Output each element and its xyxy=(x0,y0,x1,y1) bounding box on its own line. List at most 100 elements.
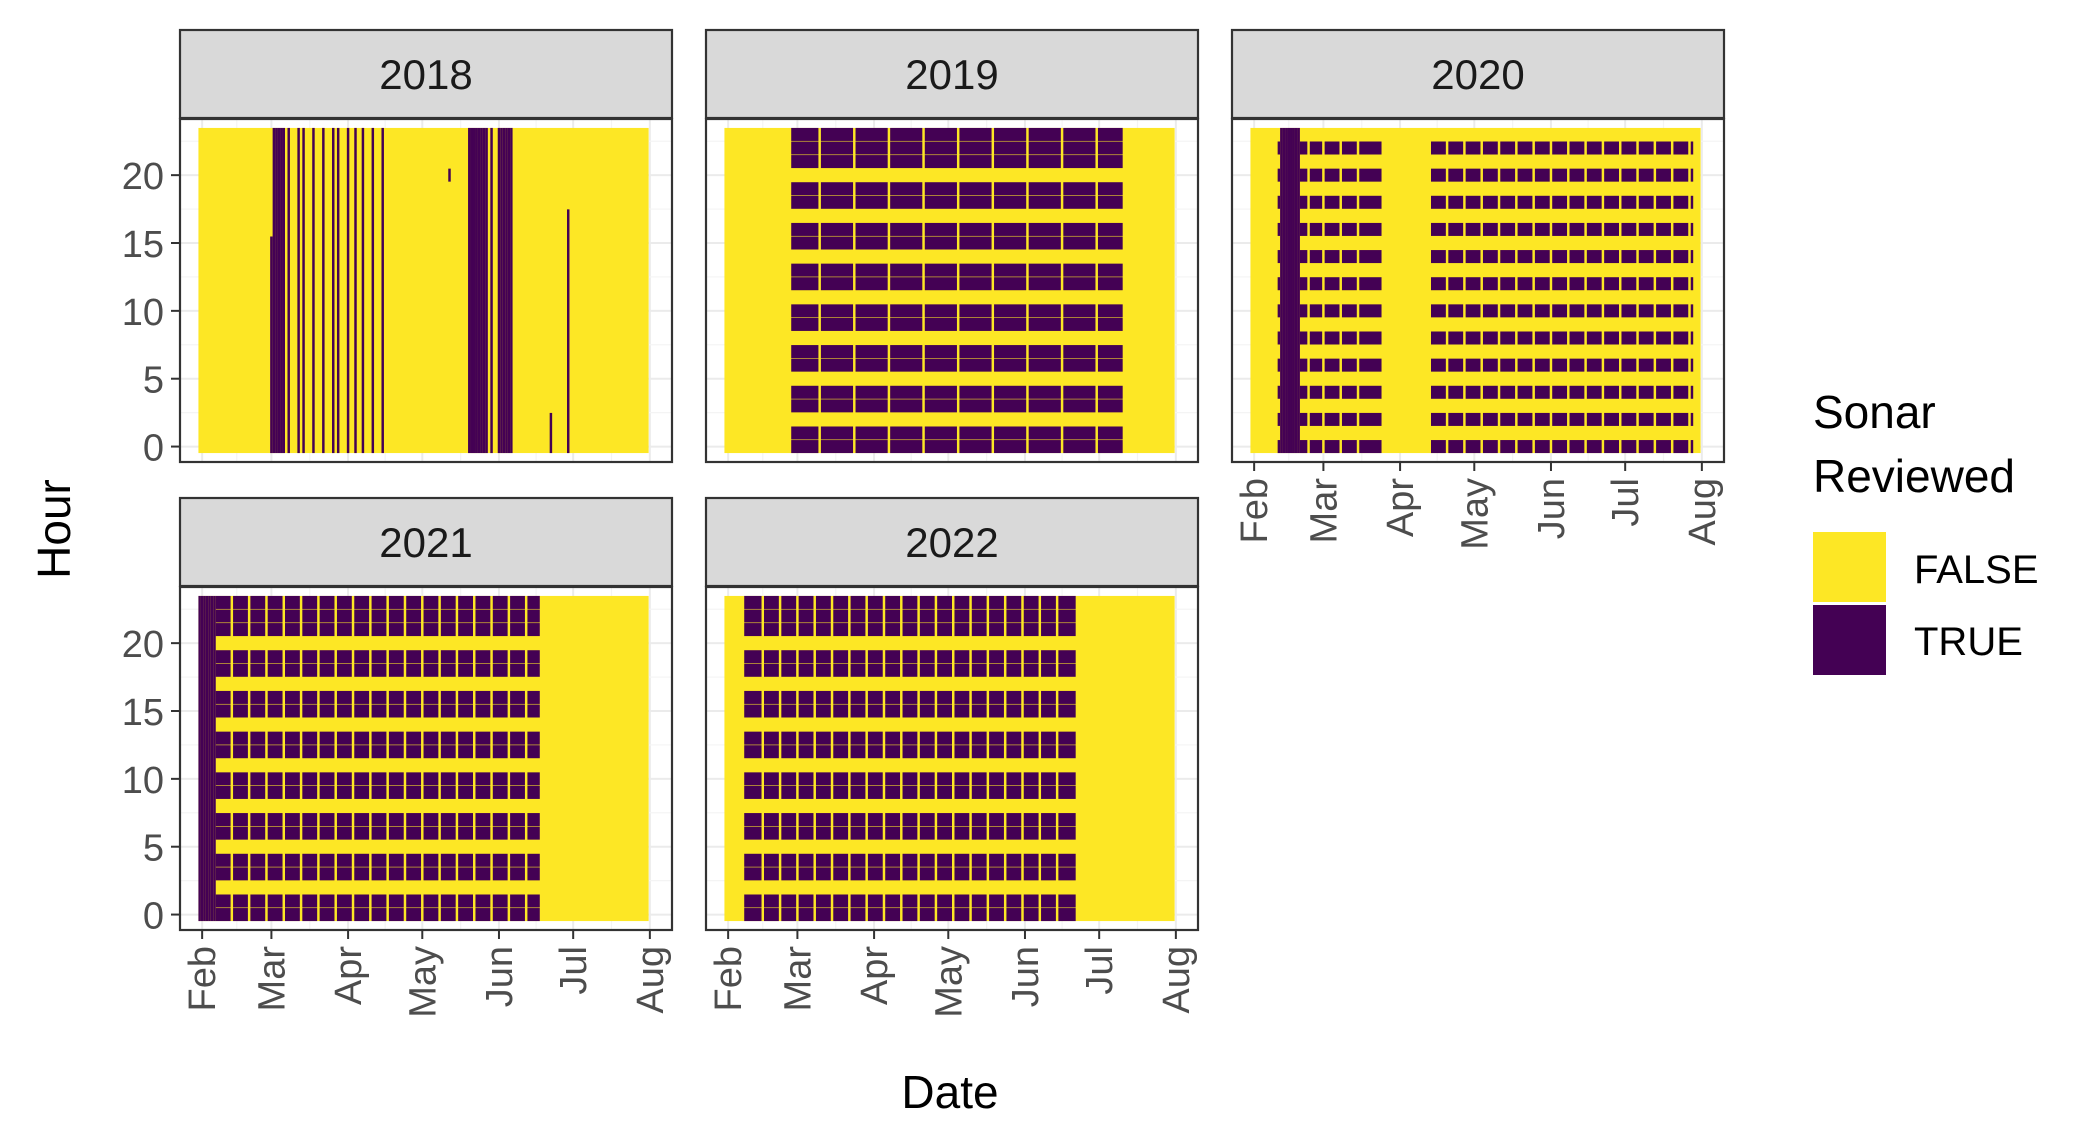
tile-true xyxy=(994,155,1027,169)
tile-true xyxy=(1500,168,1516,182)
tile-true xyxy=(1063,236,1096,250)
tile-true xyxy=(213,595,216,922)
facet-strip-label: 2020 xyxy=(1431,51,1524,98)
tile-true xyxy=(1690,385,1694,399)
tile-true xyxy=(1431,385,1446,399)
tile-true xyxy=(798,704,814,718)
tile-true xyxy=(815,867,831,881)
tile-true xyxy=(989,663,1004,677)
tile-true xyxy=(388,867,404,881)
tile-true xyxy=(867,623,883,637)
tile-true xyxy=(233,853,248,867)
tile-true xyxy=(885,826,901,840)
tile-true xyxy=(954,609,970,623)
tile-true xyxy=(989,894,1004,908)
tile-true xyxy=(1500,141,1516,155)
tile-true xyxy=(885,813,901,827)
tile-true xyxy=(423,826,439,840)
tile-true xyxy=(500,127,503,454)
tile-true xyxy=(833,826,849,840)
tile-true xyxy=(285,623,300,637)
tile-true xyxy=(1638,358,1654,372)
tile-true xyxy=(1341,385,1357,399)
tile-true xyxy=(971,785,987,799)
tile-true xyxy=(1041,745,1056,759)
tile-true xyxy=(885,595,901,609)
tile-true xyxy=(815,745,831,759)
tile-true xyxy=(458,704,473,718)
tile-true xyxy=(510,690,525,704)
heatmap-tiles xyxy=(198,595,649,922)
tile-true xyxy=(1690,195,1694,209)
tile-true xyxy=(890,385,923,399)
tile-true xyxy=(285,650,300,664)
tile-true xyxy=(954,704,970,718)
tile-true xyxy=(1604,277,1619,291)
tile-true xyxy=(297,127,300,454)
tile-true xyxy=(1097,317,1123,331)
tile-true xyxy=(458,745,473,759)
tile-true xyxy=(371,745,387,759)
tile-true xyxy=(302,731,318,745)
tile-true xyxy=(1063,155,1096,169)
tile-true xyxy=(475,731,491,745)
tile-true xyxy=(1359,331,1382,345)
tile-true xyxy=(890,195,923,209)
tile-true xyxy=(1690,440,1694,454)
tile-true xyxy=(388,894,404,908)
tile-true xyxy=(744,690,762,704)
tile-true xyxy=(1656,412,1671,426)
tile-true xyxy=(346,127,350,454)
tile-true xyxy=(267,908,283,922)
tile-true xyxy=(867,813,883,827)
tile-true xyxy=(215,894,231,908)
tile-true xyxy=(1569,222,1585,236)
tile-true xyxy=(1638,331,1654,345)
tile-true xyxy=(1023,663,1039,677)
tile-true xyxy=(971,731,987,745)
tile-true xyxy=(890,345,923,359)
tile-true xyxy=(440,785,456,799)
tile-true xyxy=(470,127,473,454)
tile-true xyxy=(1586,195,1602,209)
tile-true xyxy=(1023,826,1039,840)
tile-true xyxy=(475,894,491,908)
tile-true xyxy=(855,263,888,277)
tile-true xyxy=(354,595,370,609)
facet-2021: 2021 0 5 10 15 20 Feb Mar Apr May Jun Jul Aug xyxy=(122,496,674,1018)
tile-true xyxy=(233,609,248,623)
tile-true xyxy=(1517,358,1533,372)
y-tick-label: 20 xyxy=(122,156,164,198)
tile-true xyxy=(406,609,422,623)
x-tick-label: Jun xyxy=(479,946,521,1007)
tile-true xyxy=(1097,440,1123,454)
tile-true xyxy=(989,623,1004,637)
tile-true xyxy=(1041,867,1056,881)
tile-true xyxy=(1448,277,1464,291)
tile-true xyxy=(233,908,248,922)
tile-true xyxy=(440,595,456,609)
tile-true xyxy=(744,894,762,908)
tile-true xyxy=(215,745,231,759)
tile-true xyxy=(371,663,387,677)
tile-true xyxy=(1287,127,1291,454)
tile-true xyxy=(336,663,352,677)
tile-true xyxy=(1604,195,1619,209)
tile-true xyxy=(1359,222,1382,236)
tile-true xyxy=(919,650,935,664)
tile-true xyxy=(1097,385,1123,399)
tile-true xyxy=(527,745,540,759)
tile-true xyxy=(319,731,335,745)
tile-true xyxy=(1341,440,1357,454)
tile-true xyxy=(959,222,992,236)
tile-true xyxy=(267,623,283,637)
x-tick-label: Mar xyxy=(777,946,819,1012)
tile-true xyxy=(527,785,540,799)
tile-true xyxy=(505,127,508,454)
tile-true xyxy=(1028,385,1061,399)
y-tick-label: 5 xyxy=(143,828,164,870)
tile-true xyxy=(1028,317,1061,331)
tile-true xyxy=(1097,345,1123,359)
tile-true xyxy=(954,772,970,786)
tile-true xyxy=(406,908,422,922)
